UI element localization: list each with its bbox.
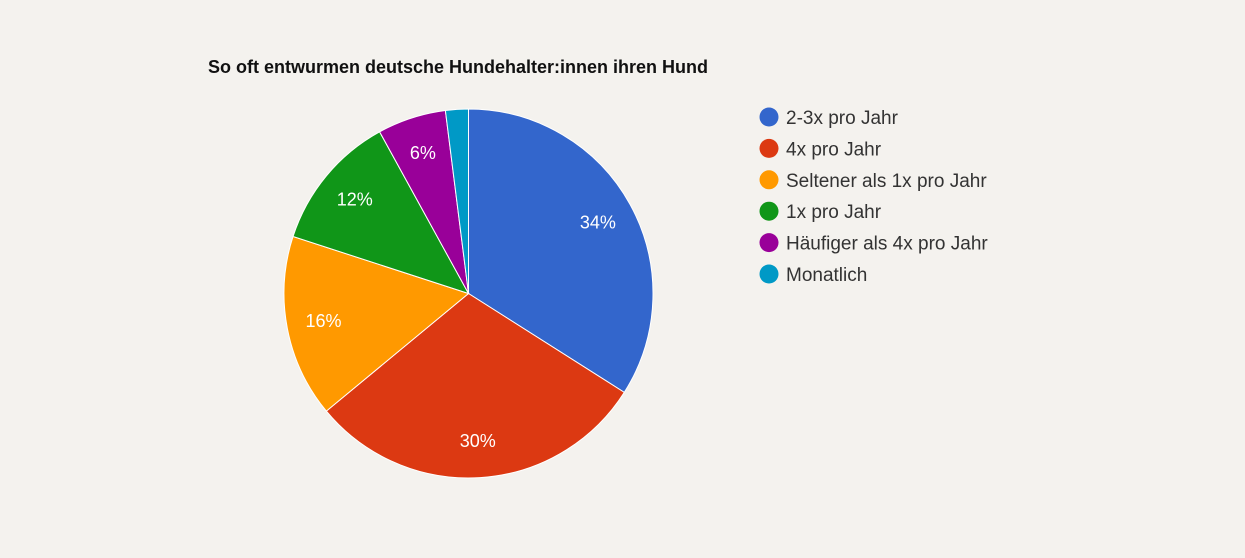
legend-marker — [759, 138, 779, 158]
legend-item[interactable]: Häufiger als 4x pro Jahr — [759, 233, 989, 255]
legend-item[interactable]: 2-3x pro Jahr — [759, 107, 899, 130]
legend-label: Monatlich — [786, 265, 867, 286]
slice-label: 6% — [410, 143, 436, 163]
legend-marker — [759, 233, 779, 253]
legend-label: 2-3x pro Jahr — [786, 108, 899, 129]
legend-label: 1x pro Jahr — [786, 202, 882, 223]
slice-label: 16% — [305, 311, 341, 331]
slice-label: 12% — [337, 189, 373, 209]
legend-item[interactable]: Monatlich — [759, 264, 868, 287]
chart-title: So oft entwurmen deutsche Hundehalter:in… — [208, 57, 708, 77]
legend-marker — [759, 264, 779, 284]
legend-label: Seltener als 1x pro Jahr — [786, 171, 987, 192]
legend-marker — [759, 201, 779, 221]
pie-slice-1 — [325, 292, 625, 479]
pie-slice-2 — [283, 235, 470, 412]
slice-label: 30% — [460, 431, 496, 451]
pie-slice-0 — [468, 108, 654, 394]
legend-marker — [759, 170, 779, 190]
pie-slice-5 — [444, 108, 469, 294]
legend-item[interactable]: 1x pro Jahr — [759, 201, 882, 224]
slice-label: 34% — [580, 212, 616, 232]
legend-item[interactable]: 4x pro Jahr — [759, 138, 882, 161]
pie-slice-3 — [292, 131, 470, 295]
legend-marker — [759, 107, 779, 127]
legend-item[interactable]: Seltener als 1x pro Jahr — [759, 170, 988, 192]
legend-label: 4x pro Jahr — [786, 139, 882, 160]
legend-label: Häufiger als 4x pro Jahr — [786, 234, 988, 255]
